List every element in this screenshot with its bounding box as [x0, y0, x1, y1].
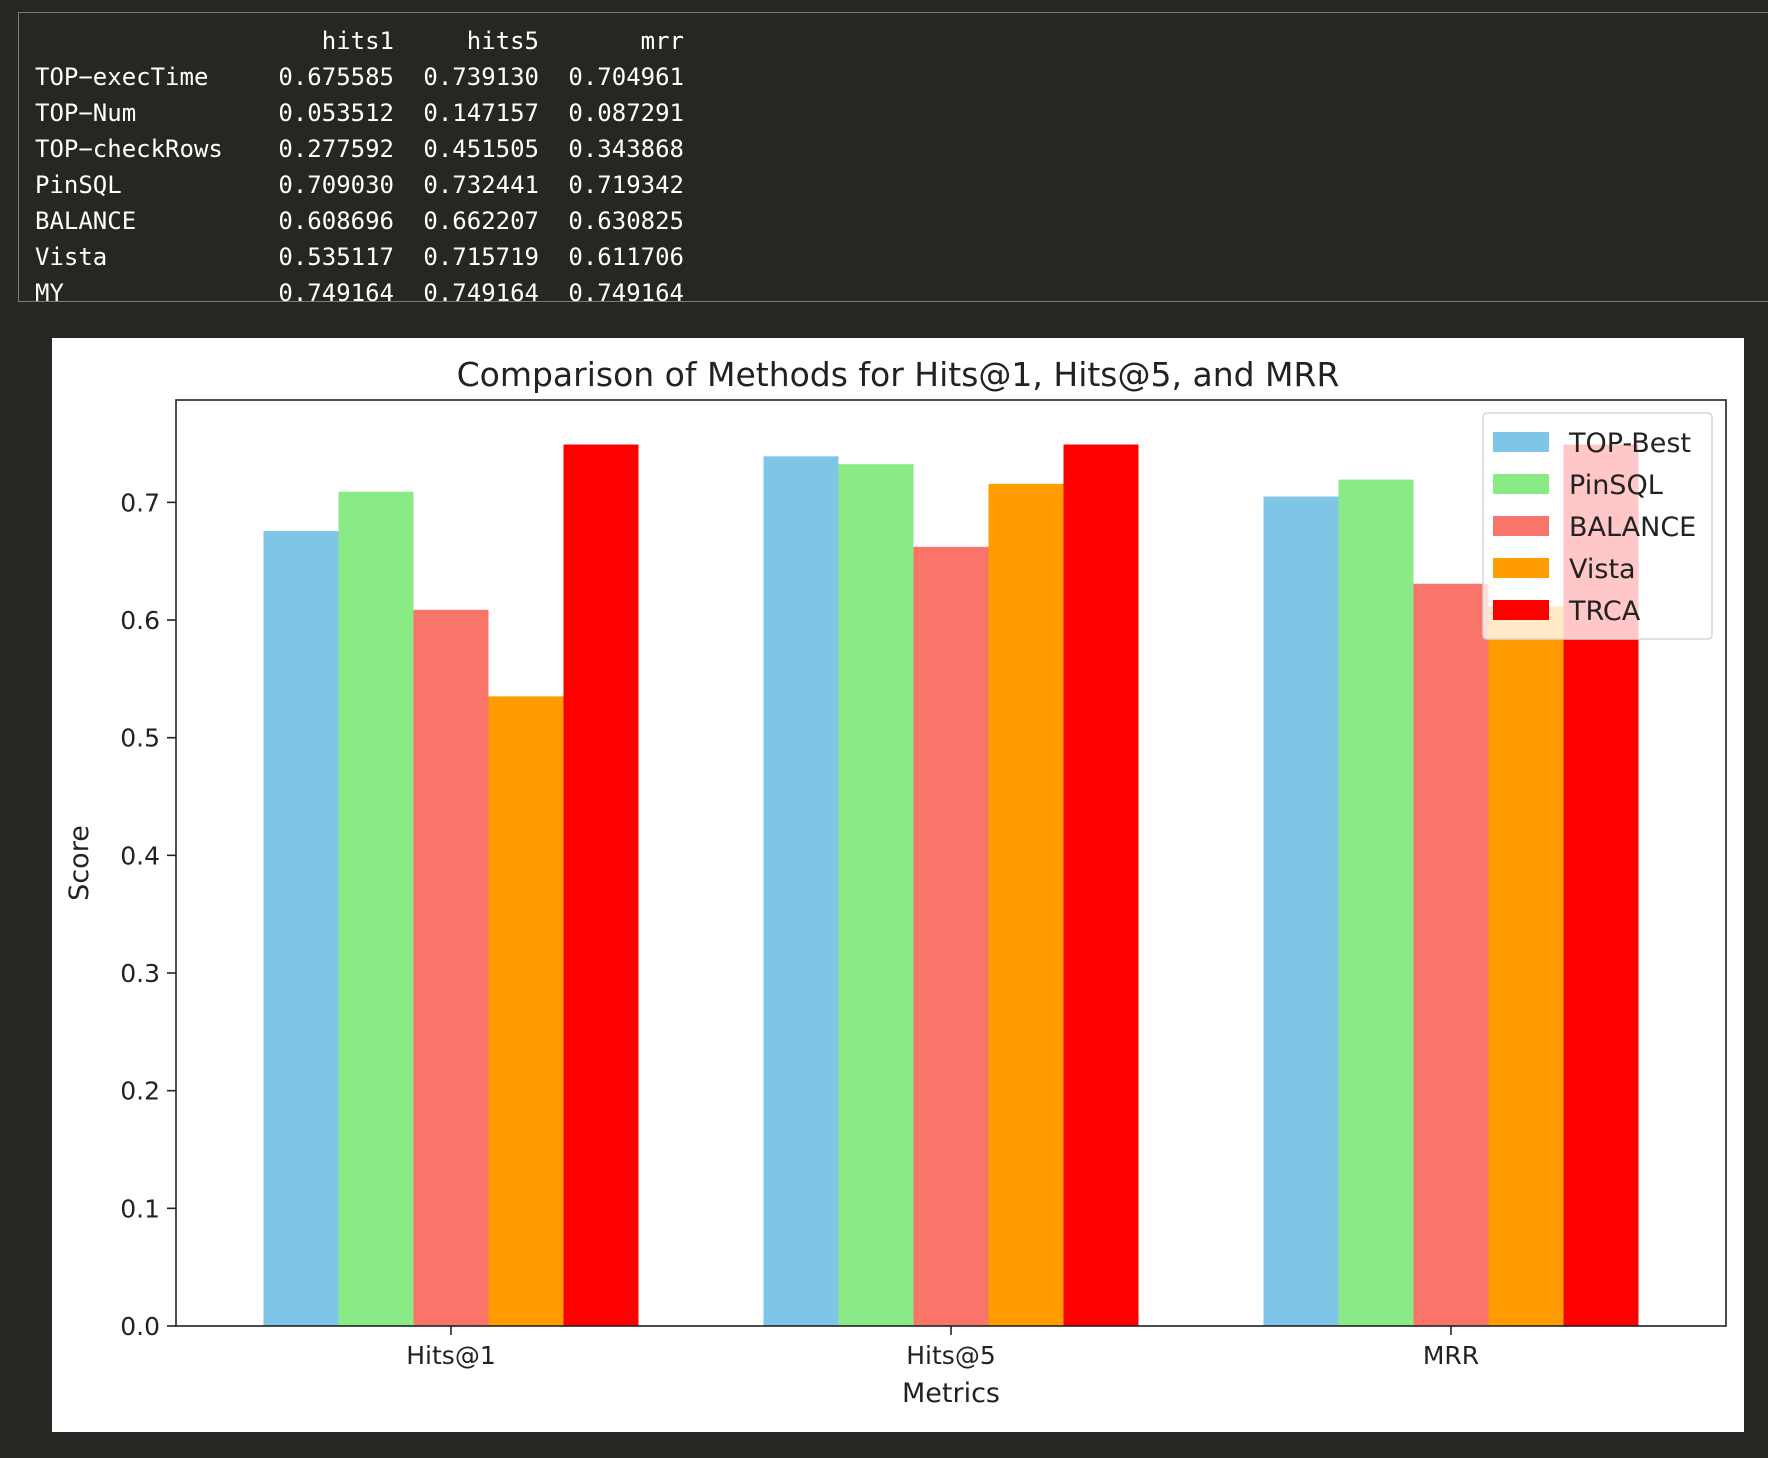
y-axis-label: Score — [64, 825, 95, 901]
x-tick-label: MRR — [1423, 1341, 1479, 1370]
legend-swatch — [1493, 474, 1549, 494]
table-cell: 0.739130 — [394, 59, 539, 95]
table-row: PinSQL 0.709030 0.732441 0.719342 — [35, 167, 684, 203]
bar — [414, 610, 489, 1326]
table-cell: 0.675585 — [249, 59, 394, 95]
table-cell: 0.630825 — [539, 203, 684, 239]
table-cell: 0.749164 — [249, 275, 394, 311]
bar — [1264, 497, 1339, 1326]
results-table: hits1 hits5 mrr TOP−execTime 0.675585 0.… — [35, 23, 684, 311]
bar — [489, 696, 564, 1326]
y-tick-label: 0.0 — [120, 1312, 160, 1341]
table-cell: 0.343868 — [539, 131, 684, 167]
table-cell: 0.715719 — [394, 239, 539, 275]
y-tick-label: 0.1 — [120, 1194, 160, 1223]
bar — [1064, 445, 1139, 1326]
column-header: mrr — [539, 23, 684, 59]
legend-label: PinSQL — [1569, 470, 1663, 501]
bar — [264, 531, 339, 1326]
chart-title: Comparison of Methods for Hits@1, Hits@5… — [457, 355, 1340, 394]
table-row: TOP−Num 0.053512 0.147157 0.087291 — [35, 95, 684, 131]
x-tick-label: Hits@5 — [906, 1341, 995, 1370]
table-row: TOP−checkRows 0.277592 0.451505 0.343868 — [35, 131, 684, 167]
table-cell: 0.732441 — [394, 167, 539, 203]
bar — [914, 547, 989, 1326]
legend-label: TOP-Best — [1568, 428, 1691, 459]
y-tick-label: 0.4 — [120, 841, 160, 870]
y-tick-label: 0.7 — [120, 488, 160, 517]
table-cell: 0.147157 — [394, 95, 539, 131]
table-cell: 0.709030 — [249, 167, 394, 203]
bar — [1414, 584, 1489, 1326]
bar — [1339, 480, 1414, 1326]
bar — [339, 492, 414, 1326]
table-row: BALANCE 0.608696 0.662207 0.630825 — [35, 203, 684, 239]
index-header — [35, 23, 249, 59]
table-cell: 0.535117 — [249, 239, 394, 275]
table-cell: 0.749164 — [539, 275, 684, 311]
row-label: TOP−Num — [35, 95, 249, 131]
row-label: PinSQL — [35, 167, 249, 203]
chart-panel: Comparison of Methods for Hits@1, Hits@5… — [52, 338, 1744, 1432]
legend-label: Vista — [1569, 554, 1636, 585]
bar — [764, 456, 839, 1326]
y-tick-label: 0.2 — [120, 1077, 160, 1106]
table-row: MY 0.749164 0.749164 0.749164 — [35, 275, 684, 311]
table-cell: 0.608696 — [249, 203, 394, 239]
bar — [839, 464, 914, 1326]
legend-swatch — [1493, 600, 1549, 620]
dataframe-output: hits1 hits5 mrr TOP−execTime 0.675585 0.… — [18, 12, 1768, 302]
table-header-row: hits1 hits5 mrr — [35, 23, 684, 59]
table-row: Vista 0.535117 0.715719 0.611706 — [35, 239, 684, 275]
x-axis: Hits@1 Hits@5 MRR — [406, 1326, 1479, 1370]
table-cell: 0.451505 — [394, 131, 539, 167]
row-label: TOP−execTime — [35, 59, 249, 95]
y-tick-label: 0.6 — [120, 606, 160, 635]
y-axis: 0.0 0.1 0.2 0.3 0.4 0.5 0.6 0.7 — [120, 488, 176, 1341]
table-cell: 0.611706 — [539, 239, 684, 275]
legend-label: TRCA — [1568, 596, 1641, 627]
bar — [564, 445, 639, 1326]
table-cell: 0.662207 — [394, 203, 539, 239]
bar — [989, 484, 1064, 1326]
table-cell: 0.277592 — [249, 131, 394, 167]
bars-layer — [264, 445, 1639, 1326]
y-tick-label: 0.3 — [120, 959, 160, 988]
bar-chart: Comparison of Methods for Hits@1, Hits@5… — [52, 338, 1744, 1432]
legend-label: BALANCE — [1569, 512, 1696, 543]
legend-swatch — [1493, 516, 1549, 536]
row-label: TOP−checkRows — [35, 131, 249, 167]
row-label: MY — [35, 275, 249, 311]
table-cell: 0.704961 — [539, 59, 684, 95]
table-cell: 0.087291 — [539, 95, 684, 131]
table-cell: 0.053512 — [249, 95, 394, 131]
row-label: Vista — [35, 239, 249, 275]
legend-swatch — [1493, 432, 1549, 452]
table-cell: 0.749164 — [394, 275, 539, 311]
x-tick-label: Hits@1 — [406, 1341, 495, 1370]
row-label: BALANCE — [35, 203, 249, 239]
legend: TOP-Best PinSQL BALANCE Vista TRCA — [1483, 413, 1712, 639]
table-row: TOP−execTime 0.675585 0.739130 0.704961 — [35, 59, 684, 95]
legend-swatch — [1493, 558, 1549, 578]
column-header: hits5 — [394, 23, 539, 59]
table-cell: 0.719342 — [539, 167, 684, 203]
column-header: hits1 — [249, 23, 394, 59]
x-axis-label: Metrics — [902, 1378, 1000, 1409]
y-tick-label: 0.5 — [120, 724, 160, 753]
bar — [1489, 606, 1564, 1326]
